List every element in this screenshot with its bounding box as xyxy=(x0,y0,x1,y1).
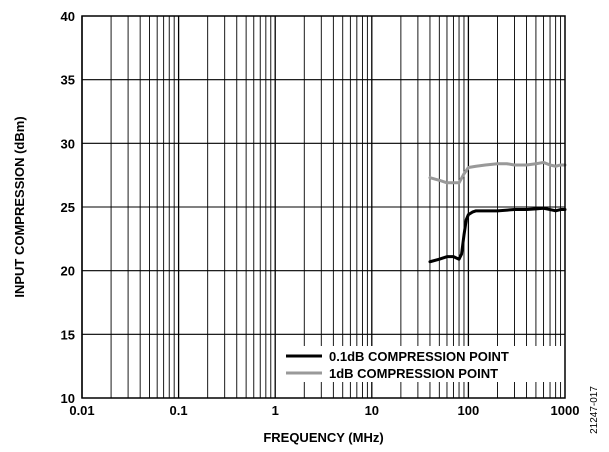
x-axis-title: FREQUENCY (MHz) xyxy=(263,430,383,445)
y-tick-label: 20 xyxy=(61,264,75,279)
y-axis-title: INPUT COMPRESSION (dBm) xyxy=(12,116,27,297)
plot-frame xyxy=(81,15,566,399)
x-tick-label: 1 xyxy=(272,403,279,418)
legend: 0.1dB COMPRESSION POINT 1dB COMPRESSION … xyxy=(282,346,562,382)
y-tick-label: 30 xyxy=(61,136,75,151)
y-tick-labels: 10 15 20 25 30 35 40 xyxy=(61,9,75,406)
legend-background xyxy=(282,346,562,382)
series-lines xyxy=(428,160,567,264)
x-tick-label: 0.01 xyxy=(69,403,94,418)
x-tick-label: 0.1 xyxy=(170,403,188,418)
y-tick-label: 35 xyxy=(61,73,75,88)
x-tick-label: 100 xyxy=(458,403,480,418)
series-line-0.1db xyxy=(428,206,567,264)
x-tick-label: 10 xyxy=(365,403,379,418)
x-tick-label: 1000 xyxy=(551,403,580,418)
y-tick-label: 15 xyxy=(61,327,75,342)
y-tick-label: 40 xyxy=(61,9,75,24)
grid xyxy=(81,15,565,399)
legend-label-1db: 1dB COMPRESSION POINT xyxy=(329,366,498,381)
y-tick-label: 10 xyxy=(61,391,75,406)
y-tick-label: 25 xyxy=(61,200,75,215)
series-line-1db xyxy=(428,160,567,185)
x-tick-labels: 0.01 0.1 1 10 100 1000 xyxy=(69,403,579,418)
legend-label-0.1db: 0.1dB COMPRESSION POINT xyxy=(329,349,509,364)
figure-id: 21247-017 xyxy=(589,386,600,434)
